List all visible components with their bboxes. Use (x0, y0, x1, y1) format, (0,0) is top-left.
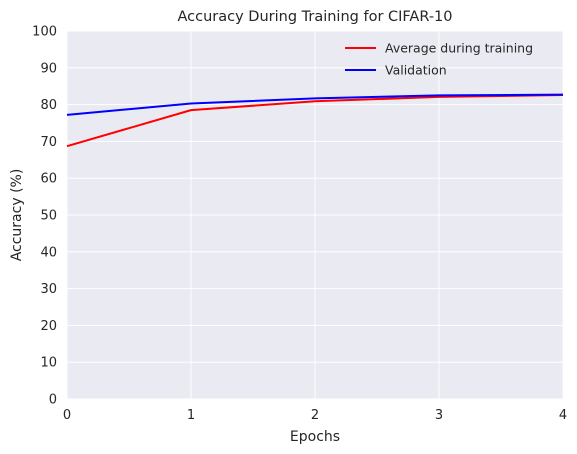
legend: Average during training Validation (345, 41, 533, 78)
x-axis-label: Epochs (290, 429, 340, 445)
y-tick-label: 80 (40, 98, 57, 113)
x-tick-label: 4 (559, 408, 567, 423)
y-tick-label: 100 (32, 25, 57, 40)
grid (66, 30, 564, 400)
y-tick-label: 50 (40, 209, 57, 224)
y-axis-label: Accuracy (%) (9, 169, 25, 262)
legend-label-training: Average during training (385, 41, 533, 56)
series-layer (66, 93, 564, 148)
y-tick-label: 90 (40, 61, 57, 76)
x-tick-label: 0 (63, 408, 71, 423)
x-tick-label: 2 (311, 408, 319, 423)
y-tick-label: 30 (40, 282, 57, 297)
x-tick-label: 3 (435, 408, 443, 423)
series-line-validation (66, 93, 564, 116)
y-tick-label: 20 (40, 319, 57, 334)
y-tick-label: 10 (40, 356, 57, 371)
series-line-training (66, 94, 564, 148)
x-tick-label: 1 (187, 408, 195, 423)
y-tick-label: 0 (49, 393, 57, 408)
tick-labels: 0 10 20 30 40 50 60 70 80 90 100 0 1 2 3 4 (32, 25, 567, 424)
y-tick-label: 40 (40, 245, 57, 260)
legend-label-validation: Validation (385, 63, 447, 78)
chart-title: Accuracy During Training for CIFAR-10 (177, 9, 452, 25)
y-tick-label: 60 (40, 172, 57, 187)
y-tick-label: 70 (40, 135, 57, 150)
